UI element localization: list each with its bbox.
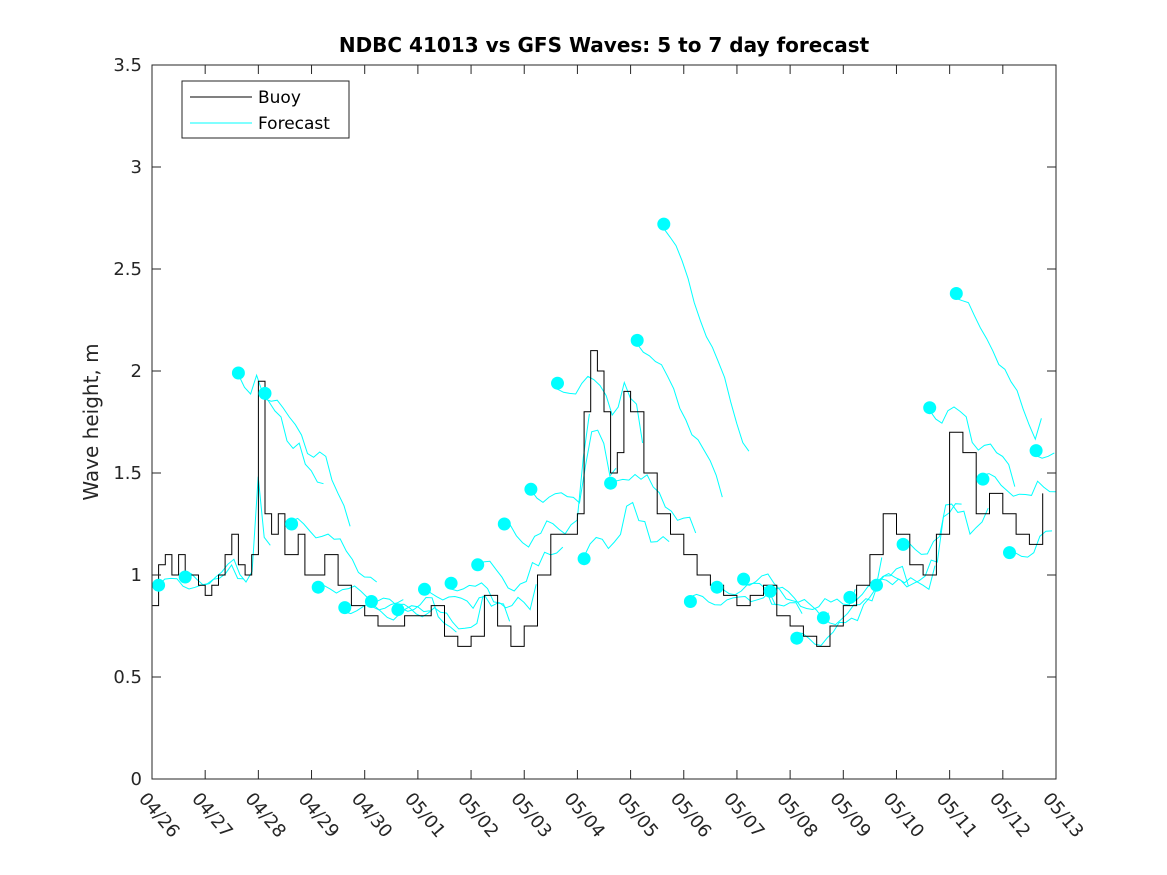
forecast-marker bbox=[843, 590, 857, 604]
forecast-marker bbox=[976, 472, 990, 486]
forecast-marker bbox=[763, 584, 777, 598]
forecast-trajectory bbox=[291, 517, 378, 583]
forecast-trajectory bbox=[610, 473, 697, 534]
forecast-trajectory bbox=[1035, 452, 1055, 459]
forecast-marker bbox=[657, 217, 671, 231]
forecast-marker bbox=[923, 401, 937, 415]
buoy-line-layer bbox=[152, 350, 1044, 647]
forecast-marker bbox=[471, 558, 485, 572]
legend: Buoy Forecast bbox=[181, 80, 350, 139]
forecast-markers bbox=[152, 217, 1043, 645]
forecast-marker bbox=[391, 603, 405, 617]
forecast-trajectory bbox=[902, 503, 989, 555]
y-tick-label: 0.5 bbox=[113, 667, 142, 688]
forecast-marker bbox=[1003, 546, 1016, 560]
forecast-trajectory bbox=[530, 429, 617, 504]
forecast-trajectory bbox=[956, 298, 1042, 441]
forecast-marker bbox=[231, 366, 245, 380]
forecast-trajectory bbox=[1009, 530, 1053, 558]
forecast-trajectory bbox=[184, 476, 271, 586]
forecast-marker bbox=[258, 386, 272, 400]
y-tick-label: 2 bbox=[131, 361, 142, 382]
forecast-marker bbox=[790, 631, 804, 645]
forecast-lines bbox=[158, 228, 1056, 647]
forecast-marker bbox=[1029, 444, 1043, 458]
y-tick-label: 1 bbox=[131, 565, 142, 586]
y-tick-label: 3.5 bbox=[113, 55, 142, 76]
forecast-trajectory bbox=[424, 586, 511, 622]
forecast-trajectory bbox=[690, 591, 776, 606]
forecast-trajectory bbox=[663, 228, 750, 452]
forecast-marker bbox=[816, 611, 830, 625]
forecast-marker bbox=[577, 552, 591, 566]
forecast-trajectory bbox=[264, 398, 351, 527]
legend-box bbox=[181, 80, 350, 139]
plot-area bbox=[152, 65, 1056, 779]
forecast-trajectory bbox=[503, 413, 590, 548]
forecast-marker bbox=[364, 595, 378, 608]
forecast-trajectory bbox=[477, 546, 564, 592]
forecast-trajectory bbox=[317, 581, 404, 611]
y-axis: 0 0.5 1 1.5 2 2.5 3 3.5 bbox=[113, 55, 1056, 790]
forecast-trajectory bbox=[583, 501, 670, 557]
forecast-marker bbox=[524, 482, 538, 496]
forecast-marker bbox=[338, 601, 352, 615]
forecast-marker bbox=[152, 578, 166, 592]
forecast-marker bbox=[710, 580, 724, 594]
forecast-marker bbox=[178, 570, 192, 584]
forecast-marker bbox=[285, 517, 299, 531]
forecast-trajectory bbox=[876, 503, 962, 588]
forecast-trajectory bbox=[769, 586, 856, 611]
forecast-marker bbox=[630, 333, 644, 347]
forecast-trajectory bbox=[716, 582, 803, 614]
forecast-marker bbox=[683, 595, 697, 608]
chart-title: NDBC 41013 vs GFS Waves: 5 to 7 day fore… bbox=[339, 33, 870, 57]
forecast-marker bbox=[737, 572, 751, 586]
forecast-marker bbox=[870, 578, 883, 592]
legend-forecast-label: Forecast bbox=[258, 114, 330, 134]
forecast-marker bbox=[444, 576, 458, 590]
plot-frame bbox=[151, 64, 1057, 780]
y-tick-label: 0 bbox=[131, 769, 142, 790]
forecast-trajectory bbox=[982, 473, 1056, 497]
forecast-marker bbox=[896, 537, 910, 551]
buoy-series-line bbox=[152, 350, 1044, 647]
y-tick-label: 1.5 bbox=[113, 463, 142, 484]
forecast-trajectory bbox=[237, 373, 324, 485]
forecast-trajectory bbox=[450, 582, 537, 611]
forecast-trajectory bbox=[344, 602, 430, 621]
forecast-marker bbox=[604, 476, 618, 490]
y-tick-label: 2.5 bbox=[113, 259, 142, 280]
forecast-marker bbox=[551, 376, 564, 390]
legend-buoy-label: Buoy bbox=[258, 88, 301, 108]
forecast-marker bbox=[418, 582, 431, 596]
forecast-trajectory bbox=[371, 596, 457, 633]
forecast-trajectory bbox=[849, 565, 936, 604]
forecast-marker bbox=[497, 517, 511, 531]
forecast-trajectory bbox=[636, 343, 723, 498]
y-tick-label: 3 bbox=[131, 157, 142, 178]
y-axis-label: Wave height, m bbox=[79, 343, 103, 500]
forecast-marker bbox=[311, 580, 325, 594]
forecast-trajectory bbox=[823, 565, 909, 626]
forecast-trajectory bbox=[557, 375, 644, 444]
forecast-trajectory bbox=[397, 595, 484, 630]
forecast-trajectory bbox=[929, 406, 1016, 487]
forecast-marker bbox=[949, 287, 963, 300]
